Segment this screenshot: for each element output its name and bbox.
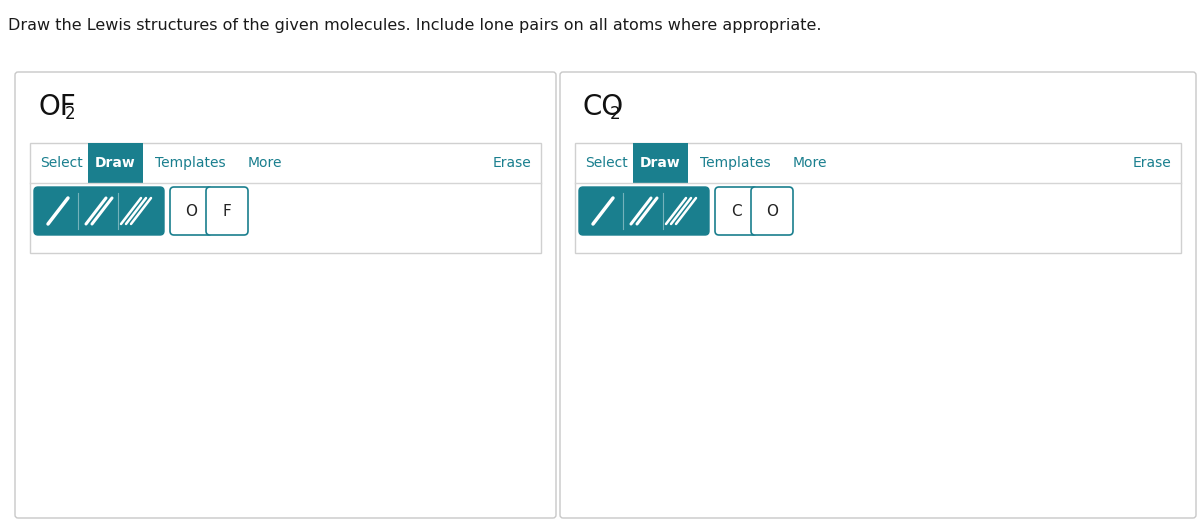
Text: Templates: Templates (155, 156, 226, 170)
Text: CO: CO (583, 93, 624, 121)
Bar (575, 143, 1181, 253)
Text: Draw: Draw (95, 156, 136, 170)
Text: Draw: Draw (640, 156, 680, 170)
Text: O: O (185, 204, 197, 219)
Text: More: More (793, 156, 828, 170)
FancyBboxPatch shape (715, 187, 757, 235)
FancyBboxPatch shape (206, 187, 248, 235)
Text: Erase: Erase (492, 156, 530, 170)
FancyBboxPatch shape (751, 187, 793, 235)
Text: Select: Select (586, 156, 628, 170)
Bar (88, 143, 143, 183)
Text: OF: OF (38, 93, 76, 121)
Bar (634, 143, 688, 183)
Text: More: More (248, 156, 282, 170)
Text: Draw the Lewis structures of the given molecules. Include lone pairs on all atom: Draw the Lewis structures of the given m… (8, 18, 822, 33)
Text: Templates: Templates (700, 156, 770, 170)
FancyBboxPatch shape (560, 72, 1196, 518)
FancyBboxPatch shape (14, 72, 556, 518)
Text: 2: 2 (65, 105, 76, 123)
Text: F: F (223, 204, 232, 219)
Text: Erase: Erase (1133, 156, 1171, 170)
FancyBboxPatch shape (34, 187, 164, 235)
Bar (30, 143, 541, 253)
FancyBboxPatch shape (170, 187, 212, 235)
Text: 2: 2 (610, 105, 620, 123)
FancyBboxPatch shape (580, 187, 709, 235)
Text: Select: Select (40, 156, 83, 170)
Text: O: O (766, 204, 778, 219)
Text: C: C (731, 204, 742, 219)
